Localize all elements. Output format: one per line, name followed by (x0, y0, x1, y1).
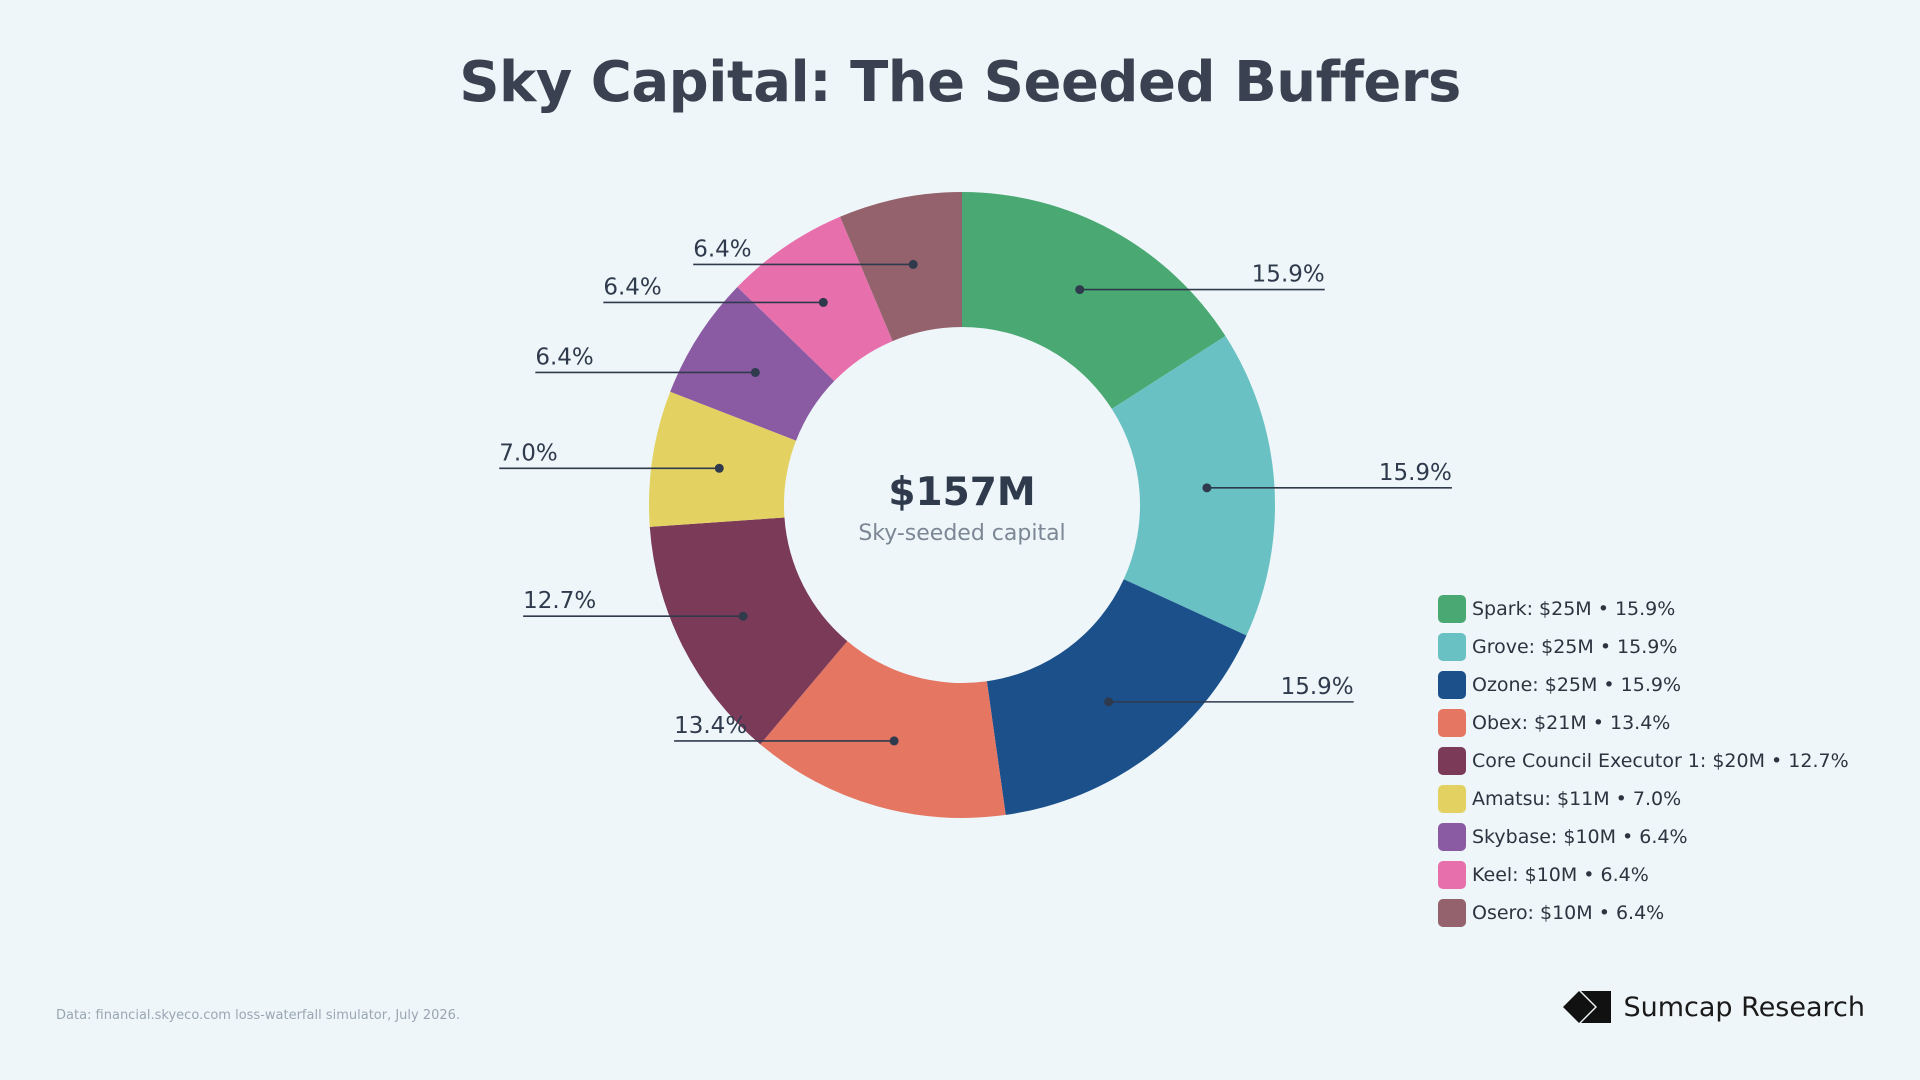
percent-label: 12.7% (523, 588, 596, 614)
legend-swatch (1438, 823, 1466, 851)
percent-label: 13.4% (674, 713, 747, 739)
legend-swatch (1438, 633, 1466, 661)
slice-keel (737, 216, 893, 382)
brand-name: Sumcap Research (1623, 991, 1865, 1023)
legend-label: Osero: $10M • 6.4% (1472, 902, 1665, 924)
percent-label: 15.9% (1281, 674, 1354, 700)
callout-dot (818, 297, 828, 307)
legend-label: Spark: $25M • 15.9% (1472, 598, 1676, 620)
percent-label: 6.4% (535, 344, 593, 370)
sumcap-logo-icon (1563, 991, 1612, 1023)
percent-label: 7.0% (499, 440, 557, 466)
percent-label: 15.9% (1379, 460, 1452, 486)
slice-obex (760, 641, 1006, 818)
chart-legend: Spark: $25M • 15.9% Grove: $25M • 15.9% Oz… (1438, 590, 1849, 932)
legend-swatch (1438, 899, 1466, 927)
legend-swatch (1438, 595, 1466, 623)
slice-core-council-executor-1 (649, 517, 848, 745)
legend-swatch (1438, 671, 1466, 699)
legend-item: Core Council Executor 1: $20M • 12.7% (1438, 742, 1849, 780)
source-note: Data: financial.skyeco.com loss-waterfal… (56, 1008, 461, 1023)
legend-item: Skybase: $10M • 6.4% (1438, 818, 1849, 856)
legend-item: Osero: $10M • 6.4% (1438, 894, 1849, 932)
legend-swatch (1438, 747, 1466, 775)
legend-label: Obex: $21M • 13.4% (1472, 712, 1671, 734)
legend-label: Grove: $25M • 15.9% (1472, 636, 1678, 658)
legend-label: Core Council Executor 1: $20M • 12.7% (1472, 750, 1849, 772)
legend-swatch (1438, 785, 1466, 813)
callout-dot (1202, 483, 1212, 493)
legend-label: Skybase: $10M • 6.4% (1472, 826, 1688, 848)
callout-dot (1104, 697, 1114, 707)
legend-label: Keel: $10M • 6.4% (1472, 864, 1649, 886)
donut-slices (649, 192, 1275, 818)
slice-grove (1111, 336, 1275, 636)
legend-item: Ozone: $25M • 15.9% (1438, 666, 1849, 704)
slice-callouts: 15.9% 15.9% 15.9% 13.4% 12.7% 7.0% 6.4% 6.4% 6.4… (499, 236, 1452, 746)
slice-skybase (670, 287, 835, 441)
legend-item: Keel: $10M • 6.4% (1438, 856, 1849, 894)
percent-label: 15.9% (1252, 262, 1325, 288)
legend-label: Ozone: $25M • 15.9% (1472, 674, 1682, 696)
callout-dot (738, 611, 748, 621)
slice-amatsu (649, 391, 797, 527)
callout-dot (908, 259, 918, 269)
center-caption: Sky-seeded capital (858, 521, 1065, 546)
legend-item: Grove: $25M • 15.9% (1438, 628, 1849, 666)
callout-dot (750, 367, 760, 377)
chart-title: Sky Capital: The Seeded Buffers (459, 50, 1461, 115)
callout-dot (889, 736, 899, 746)
percent-label: 6.4% (603, 274, 661, 300)
legend-swatch (1438, 861, 1466, 889)
percent-label: 6.4% (693, 236, 751, 262)
slice-ozone (986, 579, 1247, 815)
callout-dot (1075, 285, 1085, 295)
center-total: $157M (888, 470, 1035, 515)
legend-item: Obex: $21M • 13.4% (1438, 704, 1849, 742)
slice-osero (840, 192, 962, 342)
legend-item: Amatsu: $11M • 7.0% (1438, 780, 1849, 818)
brand: Sumcap Research (1563, 988, 1865, 1026)
legend-label: Amatsu: $11M • 7.0% (1472, 788, 1682, 810)
callout-dot (714, 463, 724, 473)
legend-swatch (1438, 709, 1466, 737)
legend-item: Spark: $25M • 15.9% (1438, 590, 1849, 628)
slice-spark (962, 192, 1226, 409)
